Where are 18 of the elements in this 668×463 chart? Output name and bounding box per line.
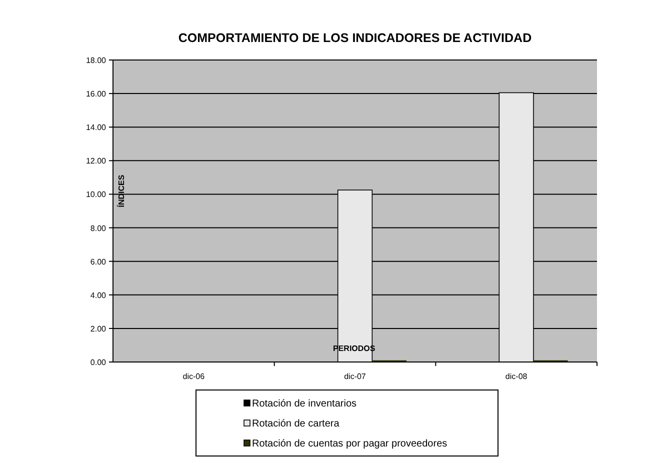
legend-label: Rotación de cartera (252, 418, 340, 430)
chart-title: COMPORTAMIENTO DE LOS INDICADORES DE ACTIVIDAD (178, 31, 532, 45)
y-tick-label: 8.00 (90, 224, 107, 233)
y-tick-label: 16.00 (86, 90, 107, 99)
legend-label: Rotación de cuentas por pagar proveedores (252, 438, 448, 450)
y-tick-label: 12.00 (86, 156, 107, 166)
y-tick-label: 18.00 (86, 56, 107, 65)
x-tick-label: dic-08 (505, 372, 528, 381)
y-tick-label: 10.00 (86, 190, 107, 200)
y-tick-label: 0.00 (90, 358, 107, 367)
legend-label: Rotación de inventarios (252, 398, 357, 410)
y-axis-title: ÍNDICES (116, 174, 126, 208)
y-tick-label: 6.00 (90, 257, 107, 266)
x-tick-label: dic-06 (182, 372, 206, 381)
y-tick-label: 14.00 (86, 123, 107, 132)
y-tick-label: 2.00 (90, 324, 107, 334)
y-tick-label: 4.00 (90, 290, 107, 300)
x-tick-label: dic-07 (344, 372, 366, 381)
